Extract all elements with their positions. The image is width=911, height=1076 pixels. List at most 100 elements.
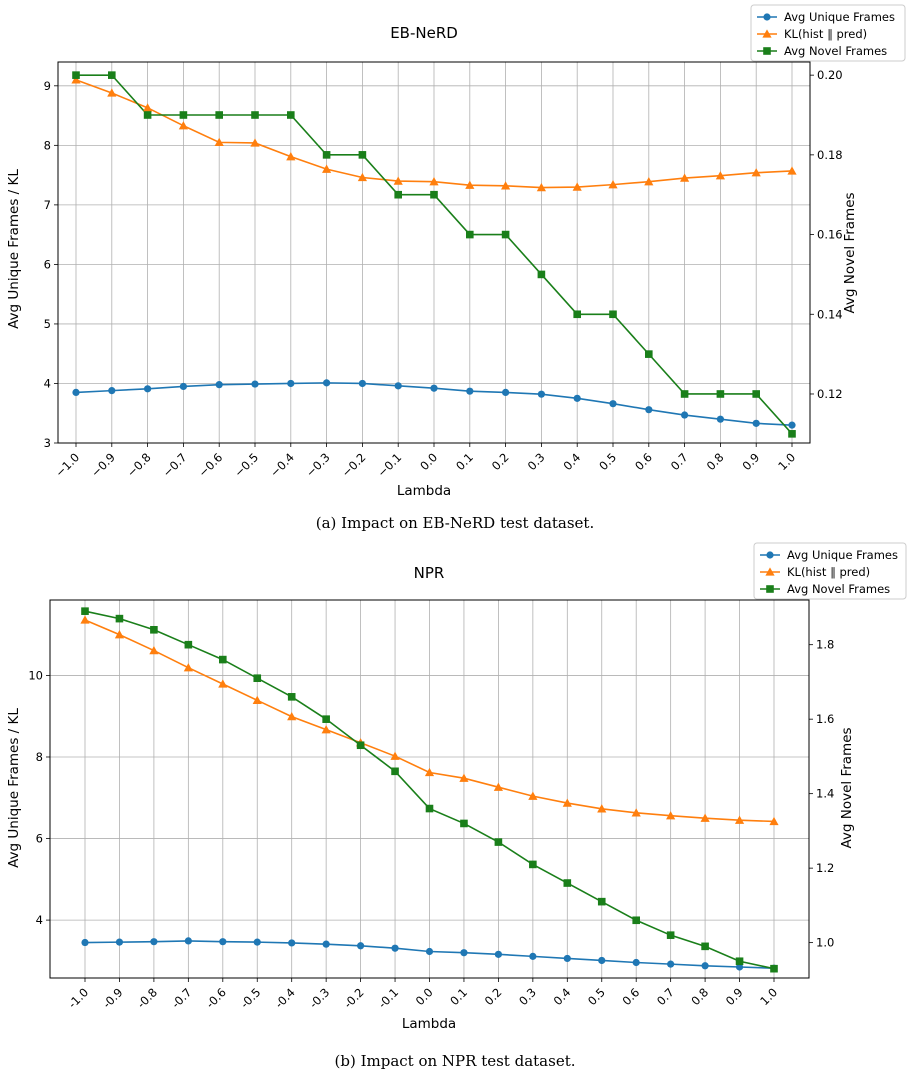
avg-unique-frames-point [253, 938, 261, 946]
avg-unique-frames-point [322, 940, 330, 948]
legend-kl-hist-pred-point [762, 29, 772, 38]
avg-unique-frames-point [752, 419, 760, 427]
kl-hist-pred-point [390, 751, 400, 760]
right-y-axis-label: Avg Novel Frames [842, 192, 858, 313]
right-y-tick-label: 1.6 [816, 712, 834, 726]
left-y-axis-ticks: 4 6 8 10 [28, 668, 50, 927]
kl-hist-pred-point [597, 804, 607, 813]
kl-hist-pred-point [769, 816, 779, 826]
kl-hist-pred-point [528, 791, 538, 800]
avg-novel-frames-point [735, 957, 744, 966]
avg-unique-frames-point [735, 963, 744, 971]
left-y-tick-label: 10 [28, 668, 43, 682]
chart-title: NPR [414, 564, 445, 582]
avg-novel-frames-point [356, 741, 365, 750]
kl-hist-pred-point [424, 767, 435, 777]
avg-unique-frames-point [425, 947, 434, 956]
avg-novel-frames-point [609, 310, 617, 319]
right-y-tick-label: 0.12 [817, 387, 843, 401]
legend-item: Avg Unique Frames [760, 548, 898, 562]
legend-label: KL(hist ∥ pred) [784, 27, 867, 41]
avg-novel-frames-point [322, 151, 331, 159]
legend-avg-novel-frames-point [763, 47, 771, 55]
legend-item: KL(hist ∥ pred) [760, 565, 870, 579]
avg-novel-frames-point [573, 310, 581, 319]
right-y-tick-label: 0.14 [817, 307, 843, 321]
avg-unique-frames-point [788, 421, 796, 429]
avg-unique-frames-point [251, 380, 259, 388]
chart-title: EB-NeRD [390, 24, 458, 42]
legend-avg-novel-frames-point [766, 585, 774, 593]
avg-novel-frames-point [251, 111, 259, 119]
avg-unique-frames-point [716, 415, 725, 423]
avg-unique-frames-point [81, 938, 89, 947]
avg-novel-frames-point [358, 151, 367, 159]
avg-novel-frames-point [253, 674, 262, 683]
grid-lines [50, 600, 809, 978]
avg-unique-frames-point [150, 938, 158, 946]
avg-unique-frames-point [573, 394, 581, 402]
avg-novel-frames-point [597, 897, 606, 906]
avg-unique-frames-point [115, 938, 124, 946]
avg-unique-frames-point [632, 958, 640, 967]
avg-novel-frames-point [394, 190, 402, 199]
kl-hist-pred-point [250, 138, 260, 147]
legend-item: Avg Novel Frames [757, 44, 887, 58]
avg-novel-frames-point [666, 931, 675, 939]
kl-hist-pred-point [287, 712, 297, 721]
left-y-tick-label: 6 [44, 257, 51, 271]
kl-hist-pred-point [321, 725, 331, 734]
avg-novel-frames-point [645, 350, 653, 358]
avg-novel-frames-point [215, 111, 223, 119]
avg-novel-frames-point [219, 655, 227, 664]
avg-novel-frames-point [529, 860, 537, 869]
kl-hist-pred-point [286, 152, 296, 161]
legend-item: KL(hist ∥ pred) [757, 27, 867, 41]
kl-hist-pred-point [218, 679, 228, 688]
kl-hist-pred-point [644, 177, 654, 186]
avg-unique-frames-point [287, 379, 295, 388]
avg-novel-frames-point [287, 693, 296, 701]
kl-hist-pred-point [322, 164, 332, 173]
kl-hist-pred-point [465, 180, 475, 189]
right-y-tick-label: 1.0 [816, 936, 834, 950]
right-y-axis-ticks: 1.0 1.2 1.4 1.6 1.8 [809, 638, 834, 950]
avg-novel-frames-point [716, 390, 725, 398]
legend-kl-hist-pred-point [765, 567, 775, 576]
avg-novel-frames-point [425, 804, 434, 813]
left-y-tick-label: 6 [36, 832, 43, 846]
avg-unique-frames-point [357, 942, 365, 950]
legend-label: Avg Novel Frames [787, 582, 890, 596]
legend-box [750, 4, 906, 62]
legend-label: Avg Novel Frames [784, 44, 887, 58]
kl-hist-pred-point [631, 808, 641, 817]
kl-hist-pred-point [734, 815, 745, 824]
kl-hist-pred-point [149, 645, 159, 655]
kl-hist-pred-point [357, 172, 367, 182]
legend: Avg Unique Frames KL(hist ∥ pred) Avg Nove… [753, 542, 907, 600]
avg-unique-frames-point [537, 390, 546, 398]
avg-unique-frames-point [358, 379, 366, 388]
left-y-tick-label: 8 [36, 750, 43, 764]
kl-hist-pred-point [143, 103, 153, 112]
avg-unique-frames-point [494, 950, 502, 958]
avg-novel-frames-point [770, 964, 778, 973]
kl-hist-pred-point [700, 813, 710, 822]
right-y-tick-label: 0.16 [817, 228, 843, 242]
kl-hist-pred-point [178, 121, 188, 130]
avg-unique-frames-point [466, 387, 474, 395]
kl-hist-pred-point [393, 176, 403, 185]
x-axis-label: Lambda [397, 483, 451, 499]
avg-unique-frames-point [598, 956, 606, 965]
avg-novel-frames-point [391, 767, 399, 776]
left-y-tick-label: 4 [44, 376, 51, 390]
right-y-tick-label: 1.2 [816, 861, 834, 875]
avg-novel-frames-point [494, 838, 503, 846]
kl-hist-pred-point [71, 75, 81, 84]
kl-hist-pred-point [608, 180, 618, 189]
avg-novel-frames-point [788, 430, 796, 438]
figure-caption: (b) Impact on NPR test dataset. [335, 1052, 576, 1070]
kl-hist-pred-point [751, 168, 761, 177]
avg-unique-frames-point [563, 954, 571, 963]
avg-unique-frames-point [219, 938, 227, 946]
